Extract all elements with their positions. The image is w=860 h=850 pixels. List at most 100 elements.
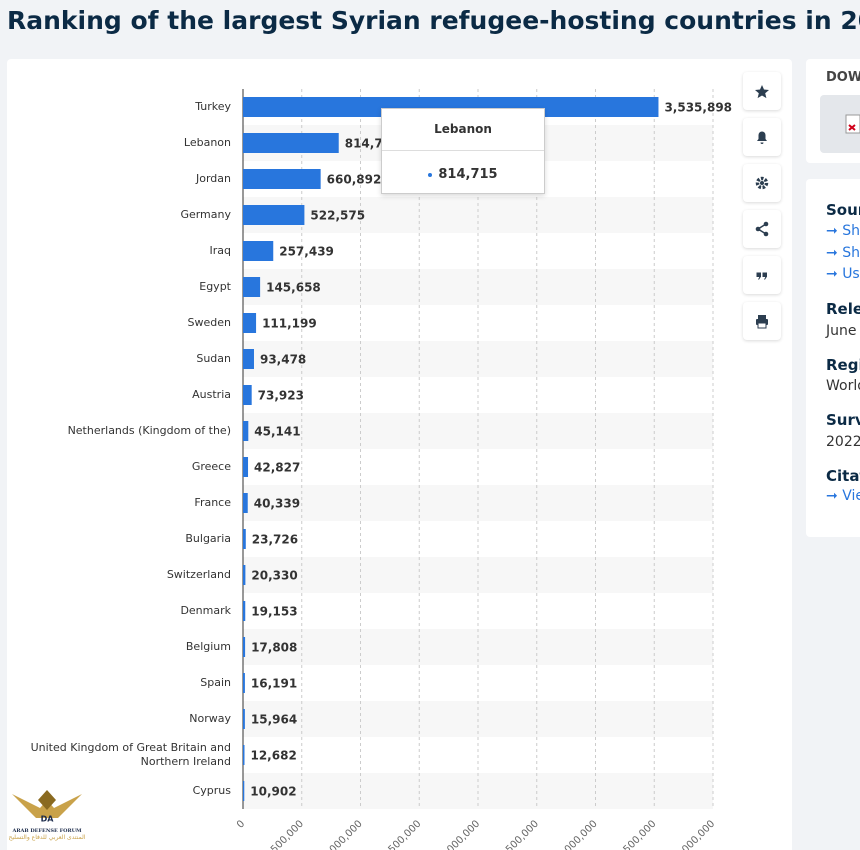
citation-link[interactable]: ➞ Vie <box>826 488 860 504</box>
tooltip-value-text: 814,715 <box>438 167 498 182</box>
cite-button[interactable] <box>743 256 781 294</box>
value-label: 17,808 <box>251 641 297 655</box>
category-label: Netherlands (Kingdom of the) <box>67 424 231 437</box>
x-tick-label: 2,000,000 <box>438 818 482 850</box>
survey-heading: Surv <box>826 411 860 429</box>
bar <box>243 241 274 261</box>
link-text: Sh <box>842 245 860 261</box>
value-label: 15,964 <box>251 713 297 727</box>
bar <box>243 709 245 729</box>
value-label: 19,153 <box>251 605 297 619</box>
alert-button[interactable] <box>743 118 781 156</box>
category-label: Egypt <box>199 280 231 293</box>
category-label: Switzerland <box>166 568 231 581</box>
value-label: 3,535,898 <box>664 101 732 115</box>
release-value: June 2 <box>826 323 860 339</box>
bar <box>243 97 659 117</box>
value-label: 522,575 <box>310 209 365 223</box>
category-label: United Kingdom of Great Britain and Nort… <box>30 741 231 768</box>
value-label: 16,191 <box>251 677 297 691</box>
icon <box>755 85 769 99</box>
value-label: 45,141 <box>254 425 300 439</box>
value-label: 145,658 <box>266 281 321 295</box>
x-tick-label: 3,000,000 <box>556 818 600 850</box>
value-label: 23,726 <box>252 533 298 547</box>
category-label: Spain <box>200 676 231 689</box>
value-label: 73,923 <box>258 389 304 403</box>
pdf-icon <box>845 114 860 134</box>
source-link[interactable]: ➞ Us <box>826 266 860 282</box>
watermark-arabic: المنتدى العربي للدفاع والتسليح <box>8 834 86 841</box>
category-label: Iraq <box>209 244 232 257</box>
source-heading: Sour <box>826 201 860 219</box>
bar <box>243 457 249 477</box>
share-button[interactable] <box>743 210 781 248</box>
x-tick-label: 3,500,000 <box>615 818 659 850</box>
page-title: Ranking of the largest Syrian refugee-ho… <box>7 6 860 35</box>
source-link[interactable]: ➞ Sh <box>826 245 860 261</box>
settings-button[interactable] <box>743 164 781 202</box>
category-label: Lebanon <box>183 136 231 149</box>
category-label: Greece <box>191 460 231 473</box>
bar <box>243 277 261 297</box>
value-label: 257,439 <box>279 245 334 259</box>
icon <box>755 221 769 237</box>
tooltip: Lebanon 814,715 <box>381 108 545 194</box>
icon <box>757 131 767 144</box>
bar <box>243 781 245 801</box>
link-text: Vie <box>842 488 860 504</box>
category-label: France <box>194 496 231 509</box>
category-label: Sudan <box>196 352 231 365</box>
tooltip-value: 814,715 <box>382 167 544 182</box>
bar <box>243 637 246 657</box>
category-label: Bulgaria <box>185 532 231 545</box>
x-tick-label: 0 <box>235 818 247 830</box>
category-label: Sweden <box>187 316 231 329</box>
value-label: 42,827 <box>254 461 300 475</box>
bar <box>243 529 246 549</box>
value-label: 93,478 <box>260 353 306 367</box>
x-tick-label: 1,500,000 <box>380 818 424 850</box>
icon <box>755 176 769 190</box>
print-button[interactable] <box>743 302 781 340</box>
bar <box>243 565 246 585</box>
region-heading: Regi <box>826 356 860 374</box>
bar <box>243 421 249 441</box>
bar <box>243 169 321 189</box>
link-text: Us <box>842 266 860 282</box>
release-heading: Rele <box>826 300 860 318</box>
x-tick-label: 4,000,000 <box>673 818 717 850</box>
pdf-button[interactable] <box>820 95 860 153</box>
value-label: 10,902 <box>250 785 296 799</box>
bar <box>243 349 254 369</box>
category-label: Germany <box>180 208 231 221</box>
icon <box>756 272 767 280</box>
category-label: Denmark <box>180 604 231 617</box>
bar <box>243 313 257 333</box>
bar <box>243 385 252 405</box>
survey-value: 2022 <box>826 434 860 450</box>
icon <box>756 315 768 329</box>
x-tick-label: 500,000 <box>269 818 306 850</box>
info-card <box>806 179 860 537</box>
citation-heading: Citat <box>826 467 860 485</box>
bar <box>243 493 248 513</box>
bar <box>243 205 305 225</box>
value-label: 111,199 <box>262 317 317 331</box>
category-label: Norway <box>189 712 231 725</box>
watermark: DA ARAB DEFENSE FORUM المنتدى العربي للد… <box>6 788 88 841</box>
bar <box>243 673 245 693</box>
watermark-name: ARAB DEFENSE FORUM <box>12 828 82 834</box>
watermark-logo-text: DA <box>41 815 55 824</box>
download-heading: DOW <box>826 70 860 85</box>
value-label: 40,339 <box>254 497 300 511</box>
favorite-button[interactable] <box>743 72 781 110</box>
value-label: 20,330 <box>251 569 297 583</box>
value-label: 12,682 <box>250 749 296 763</box>
category-label: Turkey <box>195 100 231 113</box>
value-label: 660,892 <box>327 173 382 187</box>
source-link[interactable]: ➞ Sh <box>826 223 860 239</box>
watermark-logo: DA <box>12 790 82 824</box>
